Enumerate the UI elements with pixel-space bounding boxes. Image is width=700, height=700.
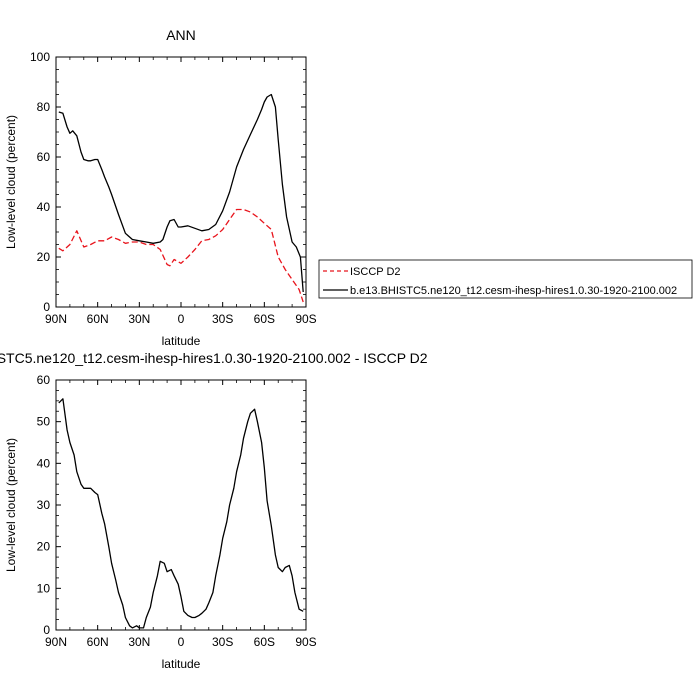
y-tick-label: 0 <box>43 300 50 314</box>
top-plot-frame <box>55 56 307 308</box>
y-tick-label: 60 <box>37 150 51 164</box>
x-tick-label: 90N <box>45 635 67 649</box>
bottom-series <box>58 398 304 629</box>
y-tick-label: 20 <box>37 250 51 264</box>
bottom-panel: b.e13.BHISTC5.ne120_t12.cesm-ihesp-hires… <box>0 350 428 671</box>
y-tick-label: 10 <box>37 581 51 595</box>
x-tick-label: 30N <box>128 635 150 649</box>
x-tick-label: 60N <box>87 312 109 326</box>
x-tick-label: 0 <box>178 312 185 326</box>
series-line-obs <box>58 208 304 303</box>
top-xlabel: latitude <box>162 334 201 348</box>
y-tick-label: 50 <box>37 415 51 429</box>
y-tick-label: 40 <box>37 200 51 214</box>
series-line-model <box>58 398 304 629</box>
x-tick-label: 60N <box>87 635 109 649</box>
y-tick-label: 80 <box>37 100 51 114</box>
series-line-model <box>58 93 304 293</box>
bottom-plot-frame <box>55 379 307 631</box>
bottom-xlabel: latitude <box>162 657 201 671</box>
bottom-ylabel: Low-level cloud (percent) <box>4 438 18 572</box>
x-tick-label: 90S <box>295 312 316 326</box>
y-tick-label: 20 <box>37 540 51 554</box>
x-tick-label: 30S <box>212 635 233 649</box>
y-tick-label: 30 <box>37 498 51 512</box>
x-tick-label: 90S <box>295 635 316 649</box>
x-tick-label: 30N <box>128 312 150 326</box>
top-series <box>58 93 304 303</box>
x-tick-label: 90N <box>45 312 67 326</box>
top-panel-title: ANN <box>166 27 196 43</box>
y-tick-label: 40 <box>37 456 51 470</box>
x-tick-label: 0 <box>178 635 185 649</box>
bottom-panel-title: b.e13.BHISTC5.ne120_t12.cesm-ihesp-hires… <box>0 350 428 366</box>
x-tick-label: 30S <box>212 312 233 326</box>
top-ylabel: Low-level cloud (percent) <box>4 115 18 249</box>
x-tick-label: 60S <box>254 635 275 649</box>
y-tick-label: 60 <box>37 373 51 387</box>
y-tick-label: 0 <box>43 623 50 637</box>
top-ticks: 90N 60N 30N 0 30S 60S 90S 0 20 40 60 80 100 <box>30 50 317 326</box>
bottom-ticks: 90N 60N 30N 0 30S 60S 90S 0 10 20 30 40 50 60 <box>37 373 317 649</box>
x-tick-label: 60S <box>254 312 275 326</box>
y-tick-label: 100 <box>30 50 50 64</box>
legend-label-model: b.e13.BHISTC5.ne120_t12.cesm-ihesp-hires… <box>350 285 677 297</box>
legend-label-obs: ISCCP D2 <box>350 266 401 278</box>
top-panel: ANN 90N 60N 30N 0 30S 60S 90S 0 20 40 60 80 100 lati… <box>4 27 317 348</box>
legend: ISCCP D2 b.e13.BHISTC5.ne120_t12.cesm-ih… <box>318 259 693 299</box>
legend-frame <box>318 259 693 299</box>
